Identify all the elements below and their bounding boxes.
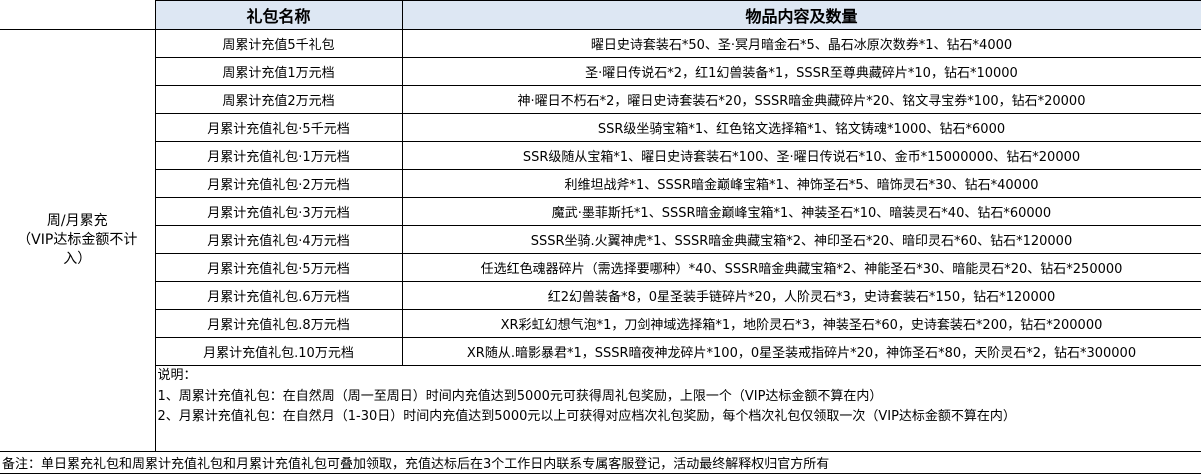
table-row: 周/月累充 （VIP达标金额不计入） 周累计充值5千礼包 曜日史诗套装石*50、圣·… [0, 29, 1201, 452]
footer-remark: 备注：单日累充礼包和周累计充值礼包和月累计充值礼包可叠加领取，充值达标后在3个工… [0, 451, 1201, 474]
gift-items-cell: 红2幻兽装备*8，0星圣装手链碎片*20，人阶灵石*3，史诗套装石*150，钻石… [401, 281, 1201, 310]
table-row: 月累计充值礼包·5千元档 SSR级坐骑宝箱*1、红色铭文选择箱*1、铭文铸魂*10… [0, 113, 1201, 142]
gift-items-cell: 神·曜日不朽石*2，曜日史诗套装石*20，SSSR暗金典藏碎片*20、铭文寻宝券… [401, 85, 1201, 114]
footer-row: 备注：单日累充礼包和周累计充值礼包和月累计充值礼包可叠加领取，充值达标后在3个工… [0, 451, 1201, 474]
notes-line-1: 1、周累计充值礼包：在自然周（周一至周日）时间内充值达到5000元可获得周礼包奖… [157, 388, 883, 404]
header-gift-name: 礼包名称 [154, 0, 403, 30]
gift-name-cell: 周累计充值5千礼包 [154, 29, 403, 58]
gift-name-cell: 月累计充值礼包·1万元档 [154, 141, 403, 170]
gift-name-cell: 月累计充值礼包·2万元档 [154, 169, 403, 198]
category-cell: 周/月累充 （VIP达标金额不计入） [0, 29, 156, 452]
gift-items-cell: XR彩虹幻想气泡*1，刀剑神域选择箱*1，地阶灵石*3，神装圣石*60，史诗套装… [401, 309, 1201, 338]
gift-name-cell: 月累计充值礼包·3万元档 [154, 197, 403, 226]
gift-items-cell: 任选红色魂器碎片（需选择要哪种）*40、SSSR暗金典藏宝箱*2、神能圣石*30… [401, 253, 1201, 282]
gift-items-cell: SSR级坐骑宝箱*1、红色铭文选择箱*1、铭文铸魂*1000、钻石*6000 [401, 113, 1201, 142]
table-row: 周累计充值1万元档 圣·曜日传说石*2，红1幻兽装备*1，SSSR至尊典藏碎片*1… [0, 57, 1201, 86]
table-row: 月累计充值礼包.6万元档 红2幻兽装备*8，0星圣装手链碎片*20，人阶灵石*3，… [0, 281, 1201, 310]
gift-name-cell: 月累计充值礼包.6万元档 [154, 281, 403, 310]
gift-items-cell: SSR级随从宝箱*1、曜日史诗套装石*100、圣·曜日传说石*10、金币*150… [401, 141, 1201, 170]
header-row: 礼包名称 物品内容及数量 [0, 0, 1201, 30]
table-row: 月累计充值礼包·5万元档 任选红色魂器碎片（需选择要哪种）*40、SSSR暗金典藏… [0, 253, 1201, 282]
gift-items-cell: 曜日史诗套装石*50、圣·冥月暗金石*5、晶石冰原次数券*1、钻石*4000 [401, 29, 1201, 58]
gift-items-cell: XR随从.暗影暴君*1，SSSR暗夜神龙碎片*100，0星圣装戒指碎片*20，神… [401, 337, 1201, 366]
table-row: 月累计充值礼包.8万元档 XR彩虹幻想气泡*1，刀剑神域选择箱*1，地阶灵石*3，… [0, 309, 1201, 338]
gift-items-cell: 利维坦战斧*1、SSSR暗金巅峰宝箱*1、神饰圣石*5、暗饰灵石*30、钻石*4… [401, 169, 1201, 198]
gift-items-cell: 魔武·墨菲斯托*1、SSSR暗金巅峰宝箱*1、神装圣石*10、暗装灵石*40、钻… [401, 197, 1201, 226]
notes-line-2: 2、月累计充值礼包：在自然月（1-30日）时间内充值达到5000元以上可获得对应… [157, 409, 1016, 424]
gift-items-cell: SSSR坐骑.火翼神虎*1、SSSR暗金典藏宝箱*2、神印圣石*20、暗印灵石*… [401, 225, 1201, 254]
table-row: 月累计充值礼包·2万元档 利维坦战斧*1、SSSR暗金巅峰宝箱*1、神饰圣石*5、… [0, 169, 1201, 198]
table-row: 周累计充值2万元档 神·曜日不朽石*2，曜日史诗套装石*20，SSSR暗金典藏碎片… [0, 85, 1201, 114]
notes-title: 说明： [157, 368, 197, 383]
notes-row: 说明： 1、周累计充值礼包：在自然周（周一至周日）时间内充值达到5000元可获得周… [0, 365, 1201, 452]
header-blank [0, 0, 156, 30]
gift-name-cell: 月累计充值礼包.8万元档 [154, 309, 403, 338]
table-row: 月累计充值礼包·1万元档 SSR级随从宝箱*1、曜日史诗套装石*100、圣·曜日传… [0, 141, 1201, 170]
notes-cell: 说明： 1、周累计充值礼包：在自然周（周一至周日）时间内充值达到5000元可获得周… [154, 365, 1201, 452]
gift-name-cell: 周累计充值1万元档 [154, 57, 403, 86]
table-row: 月累计充值礼包.10万元档 XR随从.暗影暴君*1，SSSR暗夜神龙碎片*100，… [0, 337, 1201, 366]
gift-name-cell: 周累计充值2万元档 [154, 85, 403, 114]
table-row: 月累计充值礼包·3万元档 魔武·墨菲斯托*1、SSSR暗金巅峰宝箱*1、神装圣石*… [0, 197, 1201, 226]
table-row: 月累计充值礼包·4万元档 SSSR坐骑.火翼神虎*1、SSSR暗金典藏宝箱*2、神… [0, 225, 1201, 254]
gift-name-cell: 月累计充值礼包·4万元档 [154, 225, 403, 254]
gift-items-cell: 圣·曜日传说石*2，红1幻兽装备*1，SSSR至尊典藏碎片*10，钻石*1000… [401, 57, 1201, 86]
gift-name-cell: 月累计充值礼包·5万元档 [154, 253, 403, 282]
gift-name-cell: 月累计充值礼包·5千元档 [154, 113, 403, 142]
header-items: 物品内容及数量 [401, 0, 1201, 30]
gift-name-cell: 月累计充值礼包.10万元档 [154, 337, 403, 366]
